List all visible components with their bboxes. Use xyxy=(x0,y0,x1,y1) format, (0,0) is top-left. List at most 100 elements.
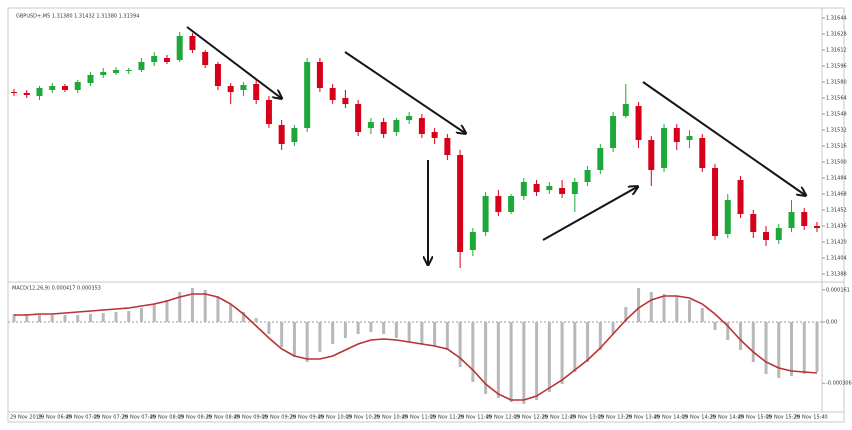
histogram-bar xyxy=(178,292,182,322)
histogram-bar xyxy=(76,315,80,322)
candle-body xyxy=(265,100,272,124)
x-tick-label: 29 Nov 13:00 xyxy=(570,415,604,421)
histogram-bar xyxy=(331,322,335,344)
histogram-bar xyxy=(802,322,806,374)
histogram-bar xyxy=(547,322,551,392)
x-tick-label: 29 Nov 15:00 xyxy=(738,415,772,421)
histogram-bar xyxy=(203,290,207,322)
histogram-bar xyxy=(637,288,641,322)
histogram-bar xyxy=(318,322,322,352)
candle-body xyxy=(11,92,17,93)
histogram-bar xyxy=(700,308,704,322)
histogram-bar xyxy=(815,322,819,372)
candle-body xyxy=(814,226,820,228)
histogram-bar xyxy=(445,322,449,350)
y-tick-label: 0.000161 xyxy=(826,287,850,293)
candle-body xyxy=(355,104,362,132)
x-tick-label: 29 Nov 2019 xyxy=(10,415,42,421)
histogram-bar xyxy=(25,314,29,322)
y-tick-label: 1.31644 xyxy=(826,16,847,22)
candle-body xyxy=(482,196,489,232)
candle-body xyxy=(291,128,298,142)
histogram-bar xyxy=(522,322,526,404)
histogram-bar xyxy=(420,322,424,344)
y-tick-label: 1.31484 xyxy=(826,176,847,182)
histogram-bar xyxy=(152,304,156,322)
candle-body xyxy=(227,86,234,92)
candle-body xyxy=(724,200,731,234)
histogram-bar xyxy=(713,322,717,330)
histogram-bar xyxy=(50,315,54,322)
x-tick-label: 29 Nov 09:20 xyxy=(262,415,296,421)
histogram-bar xyxy=(280,322,284,347)
candle-body xyxy=(100,72,107,75)
histogram-bar xyxy=(165,300,169,322)
y-tick-label: 1.31580 xyxy=(826,80,847,86)
histogram-bar xyxy=(254,318,258,322)
histogram-bar xyxy=(777,322,781,378)
histogram-bar xyxy=(662,294,666,322)
candle-body xyxy=(648,140,655,170)
histogram-bar xyxy=(127,311,131,322)
candle-body xyxy=(763,232,770,240)
x-tick-label: 29 Nov 11:20 xyxy=(430,415,464,421)
candle-body xyxy=(202,52,209,65)
y-tick-label: 1.31388 xyxy=(826,272,847,278)
candle-body xyxy=(406,116,413,120)
x-tick-label: 29 Nov 09:00 xyxy=(234,415,268,421)
x-tick-label: 29 Nov 08:00 xyxy=(150,415,184,421)
histogram-bar xyxy=(586,322,590,362)
histogram-bar xyxy=(12,314,16,322)
histogram-bar xyxy=(63,315,67,322)
candle-body xyxy=(508,196,515,212)
candle-body xyxy=(163,58,170,62)
candle-body xyxy=(329,88,336,100)
x-tick-label: 29 Nov 15:20 xyxy=(766,415,800,421)
candle-body xyxy=(176,36,183,60)
candle-body xyxy=(775,228,782,240)
candle-body xyxy=(151,56,158,62)
signal-line xyxy=(14,293,818,401)
histogram-bar xyxy=(382,322,386,334)
histogram-bar xyxy=(535,322,539,400)
x-tick-label: 29 Nov 13:20 xyxy=(598,415,632,421)
histogram-bar xyxy=(216,297,220,322)
candle-body xyxy=(635,106,642,140)
candle-body xyxy=(571,182,578,194)
x-tick-label: 29 Nov 08:20 xyxy=(178,415,212,421)
histogram-bar xyxy=(267,322,271,334)
histogram-bar xyxy=(688,300,692,322)
x-tick-label: 29 Nov 11:40 xyxy=(458,415,492,421)
candle-body xyxy=(367,122,374,128)
histogram-bar xyxy=(88,314,92,322)
histogram-bar xyxy=(394,322,398,338)
candle-body xyxy=(393,120,400,132)
y-tick-label: 1.31532 xyxy=(826,128,847,134)
x-tick-label: 29 Nov 14:20 xyxy=(682,415,716,421)
y-tick-label: 1.31516 xyxy=(826,144,847,150)
histogram-bar xyxy=(292,322,296,357)
histogram-bar xyxy=(190,288,194,322)
x-tick-label: 29 Nov 07:20 xyxy=(94,415,128,421)
histogram-bar xyxy=(241,312,245,322)
y-tick-label: 1.31548 xyxy=(826,112,847,118)
candle-body xyxy=(750,214,757,232)
histogram-bar xyxy=(139,308,143,322)
histogram-bar xyxy=(611,322,615,334)
histogram-bar xyxy=(649,292,653,322)
candle-body xyxy=(253,84,260,100)
candle-body xyxy=(112,70,119,73)
chart-frame xyxy=(7,7,845,423)
candle-body xyxy=(495,196,502,212)
x-tick-label: 29 Nov 07:00 xyxy=(66,415,100,421)
arrow xyxy=(542,187,637,241)
histogram-bar xyxy=(496,322,500,398)
y-tick-label: 1.31452 xyxy=(826,208,847,214)
candle-body xyxy=(49,86,56,90)
candle-body xyxy=(457,155,464,252)
y-tick-label: 1.31500 xyxy=(826,160,847,166)
indicator-label: MACD(12,26,9) 0.000417 0.000353 xyxy=(12,286,101,292)
candle-body xyxy=(431,132,438,138)
y-tick-label: 1.31404 xyxy=(826,256,847,262)
